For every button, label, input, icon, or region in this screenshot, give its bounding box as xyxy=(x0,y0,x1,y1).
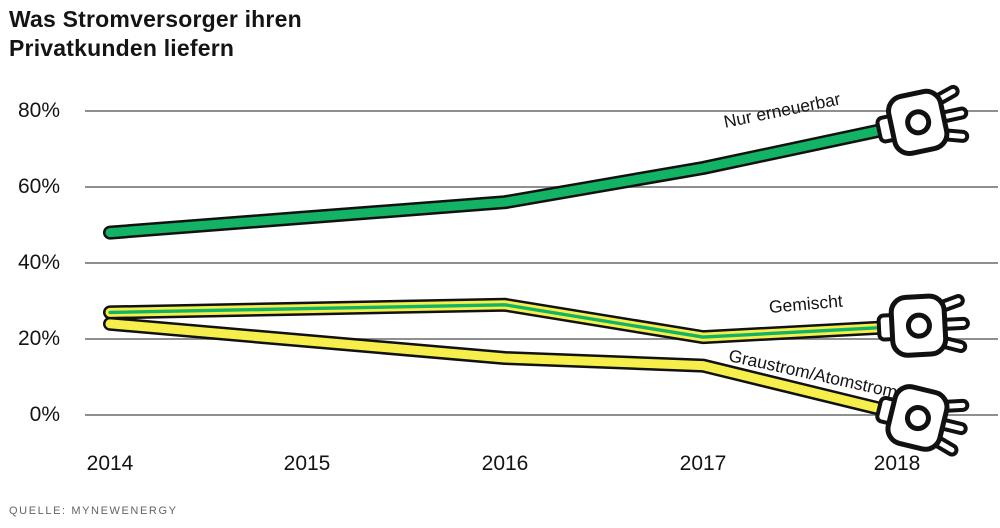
chart-title-line2: Privatkunden liefern xyxy=(9,35,235,61)
source-credit: QUELLE: MYNEWENERGY xyxy=(9,505,178,517)
x-tick-2017: 2017 xyxy=(679,452,727,475)
x-tick-2016: 2016 xyxy=(481,452,529,475)
data-cables xyxy=(103,123,889,417)
cable-gemischt xyxy=(103,297,889,345)
y-tick-60: 60% xyxy=(17,175,60,198)
x-tick-2014: 2014 xyxy=(86,452,134,475)
y-tick-20: 20% xyxy=(17,327,60,350)
y-tick-0: 0% xyxy=(29,403,60,426)
cable-nur-erneuerbar xyxy=(103,123,889,240)
y-tick-80: 80% xyxy=(17,99,60,122)
x-tick-2015: 2015 xyxy=(283,452,331,475)
cable-graustrom-atomstrom xyxy=(103,316,889,417)
chart-title-line1: Was Stromversorger ihren xyxy=(9,6,302,32)
power-plug-icon xyxy=(877,294,969,357)
plug-icons xyxy=(872,84,972,458)
y-tick-40: 40% xyxy=(17,251,60,274)
gridlines xyxy=(85,110,998,416)
x-tick-2018: 2018 xyxy=(873,452,921,475)
chart-title: Was Stromversorger ihren Privatkunden li… xyxy=(9,5,302,63)
power-plug-icon xyxy=(873,84,972,159)
